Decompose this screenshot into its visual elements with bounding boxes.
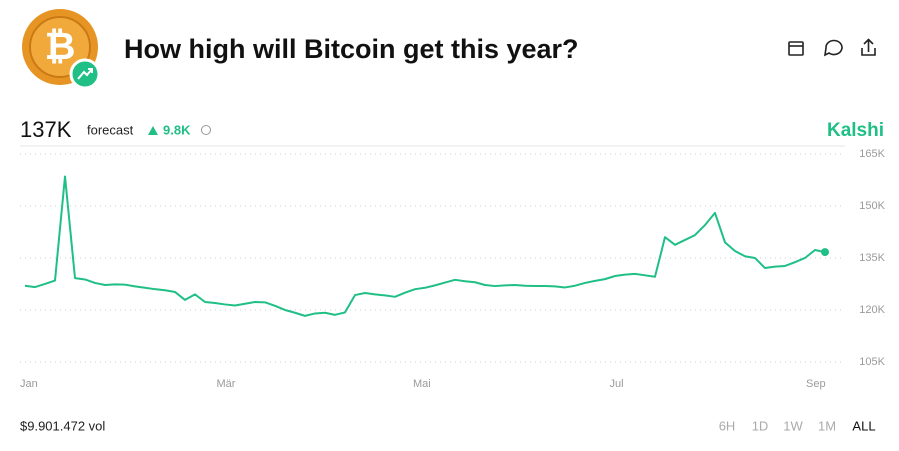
y-tick-label: 105K (859, 356, 885, 368)
x-tick-label: Jul (610, 378, 624, 390)
y-tick-label: 135K (859, 252, 885, 264)
change: 9.8K (163, 122, 191, 137)
y-tick-label: 165K (859, 148, 885, 160)
price-line (24, 175, 826, 317)
x-tick-label: Mai (413, 378, 431, 390)
range-button[interactable]: 1M (818, 418, 836, 433)
forecast-value: 137K (20, 117, 72, 142)
svg-text:₿: ₿ (45, 26, 76, 68)
up-arrow (148, 126, 158, 135)
title: How high will Bitcoin get this year? (124, 34, 579, 64)
range-button[interactable]: 1W (783, 418, 803, 433)
range-buttons: 6H 1D 1W 1M ALL (719, 418, 876, 433)
range-button[interactable]: ALL (852, 418, 875, 433)
y-tick-label: 150K (859, 200, 885, 212)
end-dot (821, 248, 829, 257)
range-button[interactable]: 1D (752, 418, 769, 433)
info-icon[interactable] (201, 125, 211, 135)
comment-icon[interactable] (823, 39, 843, 57)
range-button[interactable]: 6H (719, 418, 736, 433)
calendar-icon[interactable] (788, 41, 804, 56)
volume: $9.901.472 vol (20, 418, 105, 433)
x-tick-label: Mär (217, 378, 236, 390)
bitcoin-icon: ₿ (22, 9, 101, 90)
y-tick-label: 120K (859, 304, 885, 316)
x-tick-label: Sep (806, 378, 826, 390)
x-tick-label: Jan (20, 378, 38, 390)
share-icon[interactable] (861, 38, 876, 56)
chart: 105K 120K 135K 150K 165K Jan Mär Mai Jul Sep (20, 148, 886, 390)
forecast-label: forecast (87, 122, 134, 137)
brand: Kalshi (827, 120, 884, 141)
